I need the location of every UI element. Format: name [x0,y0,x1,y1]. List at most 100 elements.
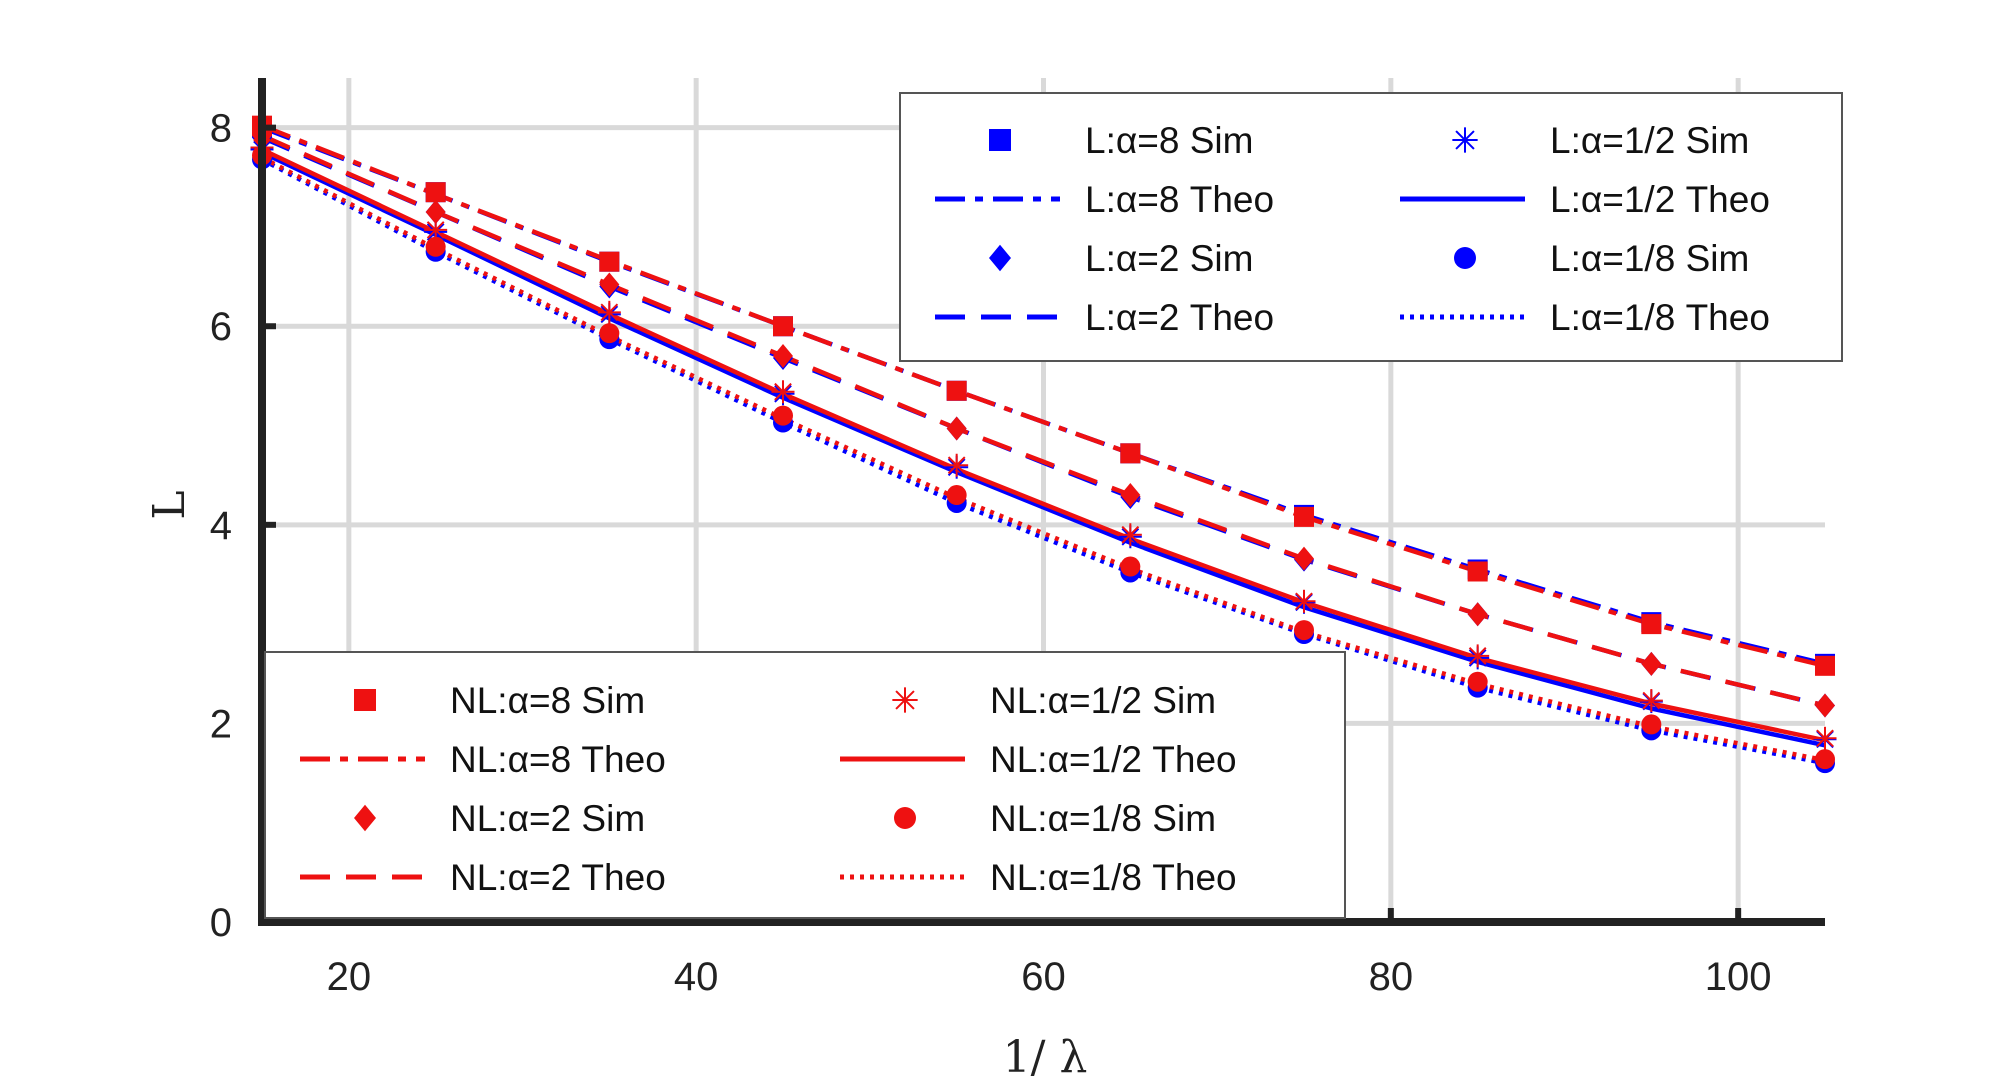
x-tick-label: 80 [1369,955,1414,999]
data-point-nl-alpha-1-2-sim [1466,644,1490,668]
legend-label: L:α=2 Sim [1085,238,1253,279]
axes [258,78,1825,926]
legend-label: L:α=1/8 Sim [1550,238,1749,279]
y-axis-label: L [144,490,195,519]
asterisk-stroke [1121,525,1140,544]
legend-label: NL:α=2 Theo [450,857,666,898]
asterisk-stroke [1816,729,1834,748]
legend-label: L:α=1/2 Sim [1550,120,1749,161]
y-tick-label: 4 [210,504,232,548]
asterisk-stroke [426,221,445,239]
legend-bottom-left: NL:α=8 Sim NL:α=8 Theo NL:α=2 Sim NL:α=2 Th… [264,651,1346,919]
data-point-nl-alpha-2-sim [1294,546,1314,571]
legend-item-l-alpha-8-sim: L:α=8 Sim [989,120,1253,161]
data-point-nl-alpha-2-sim [1120,483,1141,508]
data-point-nl-alpha-8-sim [773,316,793,337]
data-point-nl-alpha-1-2-sim [945,453,969,477]
legend-item-nl-alpha-8-theo: NL:α=8 Theo [300,739,666,780]
legend-label: L:α=8 Sim [1085,120,1253,161]
x-tick-label: 40 [674,955,719,999]
x-axis-label: 1/ λ [1003,1032,1088,1081]
legend-label: L:α=8 Theo [1085,179,1274,220]
asterisk-stroke [1642,691,1661,710]
data-point-nl-alpha-1-8-sim [1641,714,1662,735]
data-point-nl-alpha-1-2-sim [597,300,621,324]
legend-item-l-alpha-8-theo: L:α=8 Theo [935,179,1274,220]
data-point-nl-alpha-8-sim [1467,561,1488,582]
legend-item-nl-alpha-8-sim: NL:α=8 Sim [354,680,645,721]
data-point-nl-alpha-8-sim [1120,443,1141,464]
data-point-nl-alpha-2-sim [773,344,793,369]
y-tick-label: 6 [210,305,232,349]
y-tick-label: 2 [210,702,232,746]
data-point-nl-alpha-1-8-sim [425,236,446,257]
legend-marker [354,804,376,832]
legend-label: NL:α=2 Sim [450,798,645,839]
legend-item-l-alpha-1-2-theo: L:α=1/2 Theo [1400,179,1770,220]
tick-labels: 20 40 60 80 100 0 2 4 6 8 [210,107,1772,999]
legend-item-nl-alpha-2-theo: NL:α=2 Theo [300,857,666,898]
data-point-nl-alpha-8-sim [599,251,620,272]
legend-label: L:α=2 Theo [1085,297,1274,338]
legend-item-nl-alpha-2-sim: NL:α=2 Sim [354,798,645,839]
legend-box [264,651,1346,919]
data-point-nl-alpha-1-2-sim [1118,523,1142,547]
legend-layer: L:α=8 Sim L:α=8 Theo L:α=2 Sim L:α=2 Theo L:… [264,92,1843,919]
data-point-nl-alpha-1-8-sim [946,485,967,506]
x-tick-label: 60 [1021,955,1066,999]
data-point-nl-alpha-8-sim [1641,614,1662,635]
legend-label: NL:α=1/2 Sim [990,680,1216,721]
data-point-nl-alpha-2-sim [946,416,967,441]
asterisk-stroke [895,690,915,710]
series-line-l-alpha-1-8-theo [260,157,1826,766]
asterisk-stroke [600,303,619,322]
legend-label: NL:α=8 Sim [450,680,645,721]
series-line-nl-alpha-2-theo [261,133,1826,708]
data-point-nl-alpha-1-8-sim [773,405,793,426]
legend-item-nl-alpha-1-8-theo: NL:α=1/8 Theo [840,857,1237,898]
legend-item-l-alpha-1-8-sim: L:α=1/8 Sim [1454,238,1749,279]
legend-marker [989,129,1011,151]
series-layer [250,115,1837,774]
legend-marker [894,807,916,829]
data-point-nl-alpha-1-8-sim [599,323,620,344]
asterisk-stroke [1455,130,1475,150]
data-point-nl-alpha-1-8-sim [1815,749,1835,770]
legend-marker [1454,247,1476,269]
data-point-nl-alpha-1-2-sim [1639,689,1663,713]
legend-item-l-alpha-2-sim: L:α=2 Sim [989,238,1253,279]
x-tick-label: 100 [1705,955,1772,999]
data-point-nl-alpha-2-sim [599,272,620,297]
data-point-nl-alpha-8-sim [1815,655,1835,676]
legend-label: L:α=1/8 Theo [1550,297,1770,338]
legend-label: NL:α=1/2 Theo [990,739,1237,780]
data-point-nl-alpha-2-sim [1641,651,1662,676]
series-line-l-alpha-1-2-theo [261,150,1826,748]
data-point-nl-alpha-2-sim [1815,693,1835,718]
data-point-nl-alpha-8-sim [946,380,967,401]
asterisk-stroke [947,456,966,475]
legend-marker [989,244,1011,272]
series-line-nl-alpha-1-8-theo [260,155,1826,763]
asterisk-stroke [1468,647,1487,665]
data-point-nl-alpha-1-8-sim [1467,671,1488,692]
series-line-nl-alpha-1-2-theo [261,147,1826,743]
y-tick-label: 0 [210,901,232,945]
data-point-nl-alpha-1-8-sim [1120,556,1141,577]
legend-marker [892,687,918,713]
series-line-nl-alpha-8-theo [261,123,1826,668]
legend-item-nl-alpha-1-2-sim: NL:α=1/2 Sim [892,680,1216,721]
asterisk-stroke [774,382,792,401]
data-point-nl-alpha-1-2-sim [1813,726,1837,750]
legend-item-nl-alpha-1-2-theo: NL:α=1/2 Theo [840,739,1237,780]
legend-top-right: L:α=8 Sim L:α=8 Theo L:α=2 Sim L:α=2 Theo L:… [899,92,1843,362]
data-point-nl-alpha-1-2-sim [1292,589,1316,613]
data-point-nl-alpha-2-sim [425,200,446,225]
data-point-nl-alpha-1-2-sim [424,218,448,242]
legend-item-l-alpha-1-8-theo: L:α=1/8 Theo [1400,297,1770,338]
asterisk-stroke [1295,592,1313,611]
legend-label: NL:α=8 Theo [450,739,666,780]
data-point-nl-alpha-1-2-sim [771,380,795,404]
legend-marker [354,689,376,711]
